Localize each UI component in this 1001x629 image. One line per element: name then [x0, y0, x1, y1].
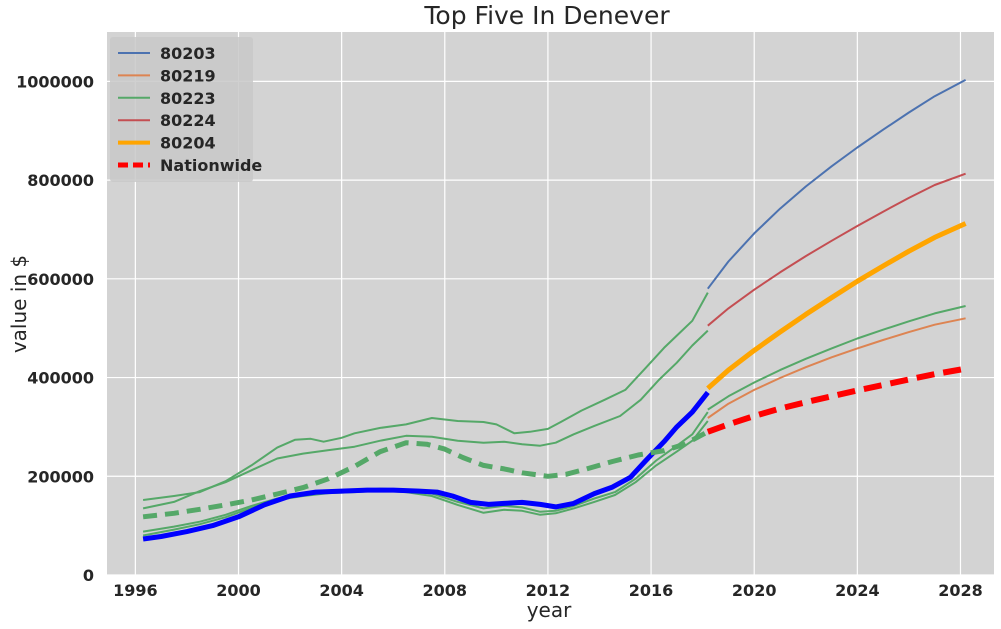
x-tick-label: 1996 — [113, 581, 158, 600]
x-tick-label: 2028 — [938, 581, 983, 600]
x-tick-label: 2012 — [526, 581, 571, 600]
x-tick-label: 2000 — [216, 581, 261, 600]
y-tick-label: 600000 — [27, 270, 94, 289]
y-tick-label: 200000 — [27, 467, 94, 486]
series-line-hist_nationwide — [142, 429, 709, 520]
y-axis-label: value in $ — [7, 255, 31, 353]
series-line-fc_80219 — [707, 317, 966, 419]
series-line-fc_80224 — [707, 172, 966, 327]
chart-title: Top Five In Denever — [423, 1, 670, 30]
y-tick-label: 1000000 — [16, 72, 94, 91]
series-lines — [142, 79, 967, 542]
series-line-hist_top — [142, 292, 709, 501]
x-tick-label: 2004 — [319, 581, 364, 600]
x-tick-label: 2016 — [629, 581, 674, 600]
series-line-fc_80204 — [706, 221, 967, 391]
x-tick-label: 2020 — [732, 581, 777, 600]
y-tick-label: 800000 — [27, 171, 94, 190]
legend-label: Nationwide — [160, 156, 262, 175]
series-line-hist_low_a — [142, 411, 709, 533]
legend-label: 80203 — [160, 44, 216, 63]
series-line-fc_nationwide — [706, 365, 967, 435]
x-tick-label: 2024 — [835, 581, 880, 600]
legend-label: 80219 — [160, 66, 216, 85]
series-line-hist_80204 — [142, 390, 710, 542]
legend-label: 80224 — [160, 111, 216, 130]
legend-label: 80223 — [160, 89, 216, 108]
series-line-fc_80223 — [707, 305, 966, 411]
series-line-hist_second — [142, 329, 709, 510]
y-tick-labels: 0 200000 400000 600000 800000 1000000 — [16, 72, 94, 585]
y-tick-label: 400000 — [27, 369, 94, 388]
legend-label: 80204 — [160, 134, 216, 153]
series-line-fc_80203 — [707, 79, 967, 290]
legend-box — [110, 37, 253, 182]
plot-background — [107, 32, 994, 575]
x-axis-label: year — [527, 598, 572, 622]
x-tick-labels: 1996 2000 2004 2008 2012 2016 2020 2024 2028 — [113, 581, 983, 600]
y-tick-label: 0 — [83, 566, 94, 585]
x-tick-label: 2008 — [423, 581, 468, 600]
legend: 80203 80219 80223 80224 80204 Nationwide — [110, 37, 262, 182]
